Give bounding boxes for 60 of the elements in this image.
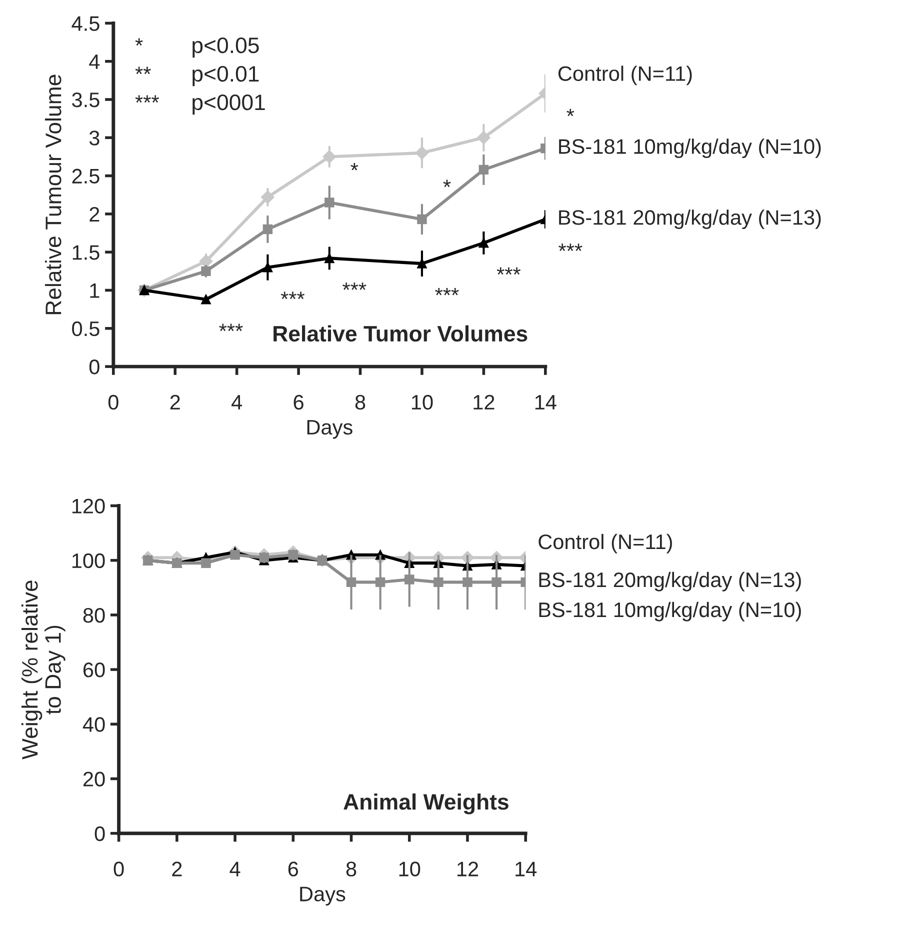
y-tick-label: 120 [72, 498, 105, 514]
y-tick-label: 2 [90, 206, 100, 222]
y-tick-label: 80 [83, 608, 105, 623]
series-label: BS-181 20mg/kg/day (N=13) [539, 572, 801, 592]
x-tick-label: 0 [108, 394, 118, 410]
annotation: *** [219, 324, 243, 332]
x-tick-label: 4 [230, 862, 240, 876]
annotation: *** [135, 95, 159, 103]
y-tick-label: 1.5 [72, 245, 100, 260]
y-axis-title: Relative Tumour Volume [44, 74, 62, 314]
x-tick-label: 8 [355, 394, 366, 410]
annotation: p<0.01 [192, 66, 259, 86]
x-tick-label: 4 [232, 395, 242, 410]
x-tick-label: 12 [457, 862, 478, 876]
y-tick-label: 0.5 [72, 321, 100, 336]
annotation: * [443, 180, 451, 188]
y-tick-label: 20 [83, 772, 105, 786]
x-tick-label: 2 [170, 394, 180, 410]
y-tick-label: 4.5 [72, 16, 100, 31]
text: Relative Tumor Volumes [274, 325, 528, 342]
x-axis-title: Days [300, 886, 346, 906]
annotation: *** [342, 282, 366, 290]
text: Animal Weights [344, 793, 508, 814]
y-tick-label: 40 [82, 717, 105, 732]
series-label: BS-181 10mg/kg/day (N=10) [539, 602, 801, 622]
annotation: p<0001 [192, 94, 265, 115]
annotation: *** [435, 288, 459, 296]
x-tick-label: 0 [114, 862, 124, 876]
series-label: BS-181 20mg/kg/day (N=13) [559, 210, 821, 230]
annotation: ** [135, 66, 151, 74]
annotation: p<0.05 [192, 37, 259, 58]
annotation: * [135, 38, 143, 46]
annotation: *** [496, 267, 521, 275]
y-tick-label: 1 [90, 283, 100, 298]
x-tick-label: 6 [288, 862, 298, 876]
y-tick-label: 0 [94, 826, 105, 842]
y-tick-label: 4 [89, 54, 100, 69]
x-tick-label: 2 [172, 862, 182, 876]
x-tick-label: 10 [399, 862, 420, 876]
series-label: Control (N=11) [538, 534, 672, 554]
y-tick-label: 100 [72, 553, 105, 568]
x-tick-label: 12 [474, 394, 494, 410]
x-tick-label: 6 [294, 394, 304, 410]
y-axis-title: Weight (% relative to Day 1) [21, 580, 66, 760]
series-label: Control (N=11) [558, 66, 692, 86]
x-axis-title: Days [307, 420, 352, 439]
y-tick-label: 3 [89, 130, 100, 146]
y-tick-label: 2.5 [72, 168, 100, 184]
annotation: *** [280, 292, 305, 300]
y-tick-label: 3.5 [72, 92, 100, 108]
series-label: BS-181 10mg/kg/day (N=10) [559, 138, 821, 158]
annotation: * [566, 108, 574, 116]
x-tick-label: 10 [412, 394, 433, 410]
y-tick-label: 60 [83, 662, 105, 678]
annotation: *** [558, 244, 582, 251]
y-tick-label: 0 [89, 360, 100, 374]
annotation: * [350, 163, 358, 170]
x-tick-label: 8 [346, 862, 356, 876]
x-tick-label: 14 [516, 862, 537, 876]
x-tick-label: 14 [535, 395, 556, 410]
